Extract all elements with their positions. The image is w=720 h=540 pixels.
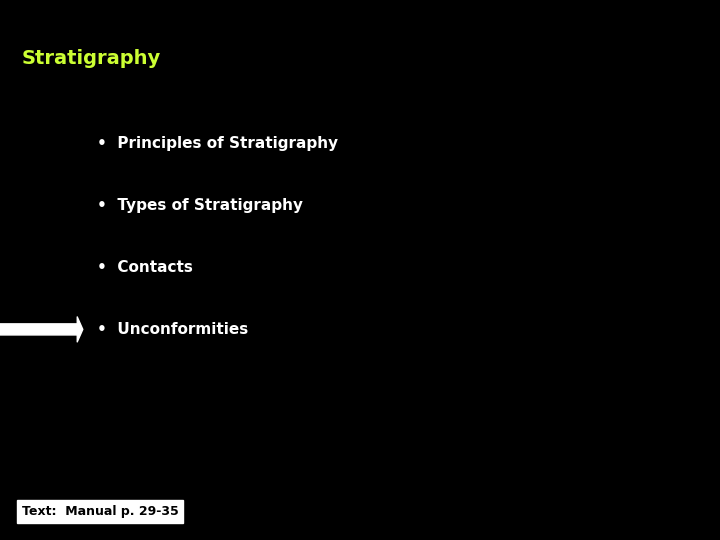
Text: Stratigraphy: Stratigraphy (22, 49, 161, 68)
Text: Text:  Manual p. 29-35: Text: Manual p. 29-35 (22, 505, 179, 518)
Text: •  Principles of Stratigraphy: • Principles of Stratigraphy (97, 136, 338, 151)
Text: •  Contacts: • Contacts (97, 260, 193, 275)
Text: •  Unconformities: • Unconformities (97, 322, 248, 337)
Text: •  Types of Stratigraphy: • Types of Stratigraphy (97, 198, 303, 213)
